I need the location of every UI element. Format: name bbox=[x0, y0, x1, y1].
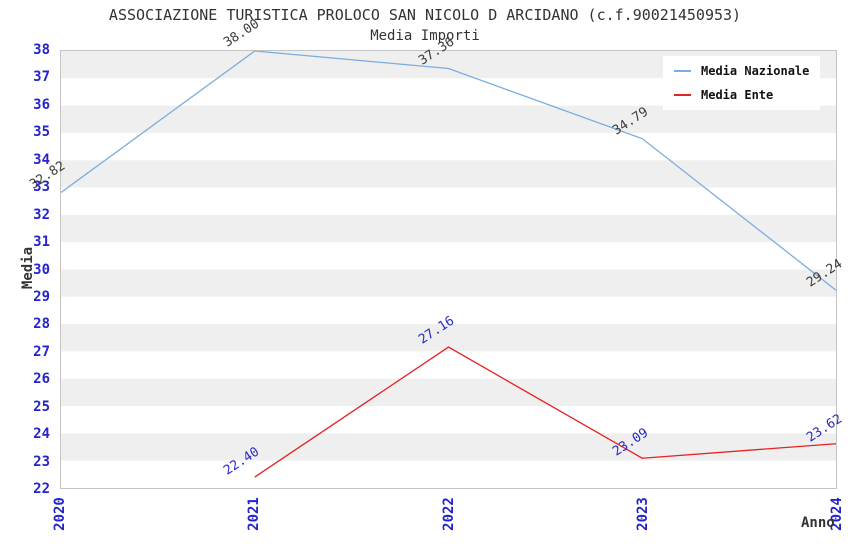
y-tick-label: 27 bbox=[33, 343, 50, 360]
grid-band bbox=[61, 214, 836, 243]
y-tick-label: 34 bbox=[33, 151, 50, 168]
series-line-0 bbox=[61, 51, 836, 291]
chart-title: ASSOCIAZIONE TURISTICA PROLOCO SAN NICOL… bbox=[108, 6, 742, 24]
y-axis-title: Media bbox=[20, 246, 37, 290]
x-tick-label: 2021 bbox=[246, 497, 263, 531]
line-swatch-media-ente bbox=[674, 94, 691, 96]
legend-item-media-nazionale: Media Nazionale bbox=[674, 64, 809, 78]
series-line-1 bbox=[254, 346, 836, 478]
chart-subtitle: Media Importi bbox=[370, 28, 480, 44]
grid-band bbox=[61, 132, 836, 161]
y-tick-label: 35 bbox=[33, 124, 50, 141]
y-tick-label: 25 bbox=[33, 398, 50, 415]
y-tick-label: 29 bbox=[33, 288, 50, 305]
grid-band bbox=[61, 105, 836, 133]
legend-label-media-nazionale: Media Nazionale bbox=[701, 64, 810, 78]
plot-area bbox=[60, 50, 837, 489]
grid-band bbox=[61, 351, 836, 379]
y-tick-label: 28 bbox=[33, 316, 50, 333]
y-tick-label: 33 bbox=[33, 179, 50, 196]
legend-item-media-ente: Media Ente bbox=[674, 88, 809, 102]
x-tick-label: 2020 bbox=[52, 497, 68, 531]
y-tick-label: 22 bbox=[33, 481, 50, 497]
x-tick-label: 2023 bbox=[634, 497, 651, 531]
grid-band bbox=[61, 378, 836, 407]
x-axis-title: Anno bbox=[801, 515, 835, 531]
legend-label-media-ente: Media Ente bbox=[701, 88, 774, 102]
grid-band bbox=[61, 296, 836, 325]
y-tick-label: 32 bbox=[33, 206, 50, 223]
y-tick-label: 36 bbox=[33, 96, 50, 113]
line-swatch-media-nazionale bbox=[674, 70, 691, 72]
y-tick-label: 23 bbox=[33, 453, 50, 470]
grid-band bbox=[61, 269, 836, 297]
grid-band bbox=[61, 187, 836, 215]
grid-band bbox=[61, 460, 836, 488]
grid-band bbox=[61, 406, 836, 434]
y-tick-label: 26 bbox=[33, 371, 50, 388]
plot-canvas bbox=[61, 51, 836, 488]
legend: Media Nazionale Media Ente bbox=[663, 56, 821, 110]
grid-band bbox=[61, 242, 836, 270]
grid-band bbox=[61, 160, 836, 188]
y-tick-label: 24 bbox=[33, 426, 50, 443]
y-tick-label: 37 bbox=[33, 69, 50, 86]
x-tick-label: 2022 bbox=[440, 497, 457, 531]
grid-band bbox=[61, 433, 836, 461]
